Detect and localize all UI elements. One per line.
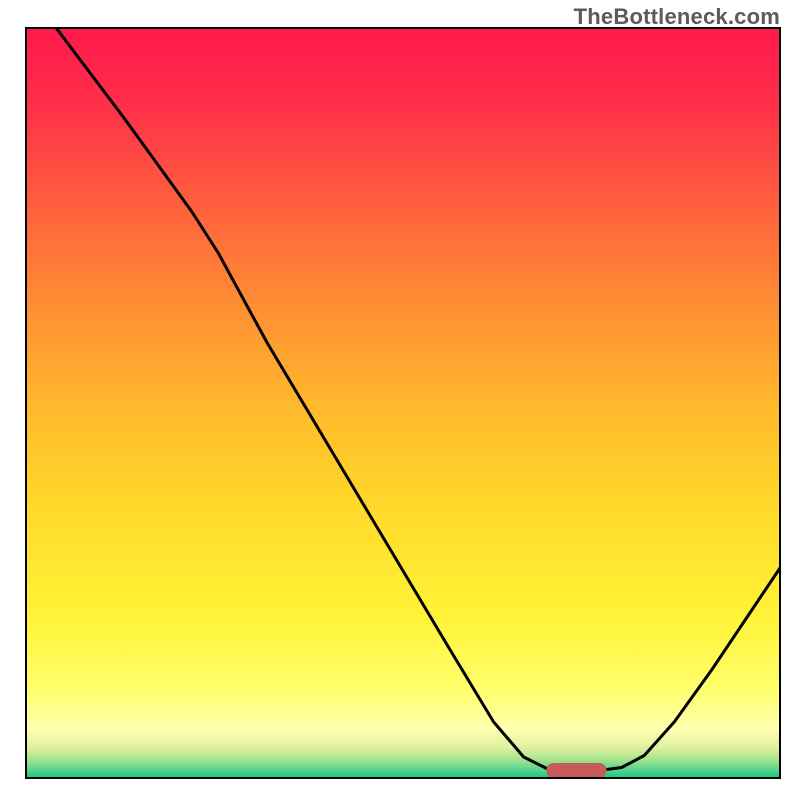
bottleneck-chart: [0, 0, 800, 800]
chart-container: TheBottleneck.com: [0, 0, 800, 800]
optimum-marker: [546, 763, 606, 778]
watermark-text: TheBottleneck.com: [574, 4, 780, 30]
